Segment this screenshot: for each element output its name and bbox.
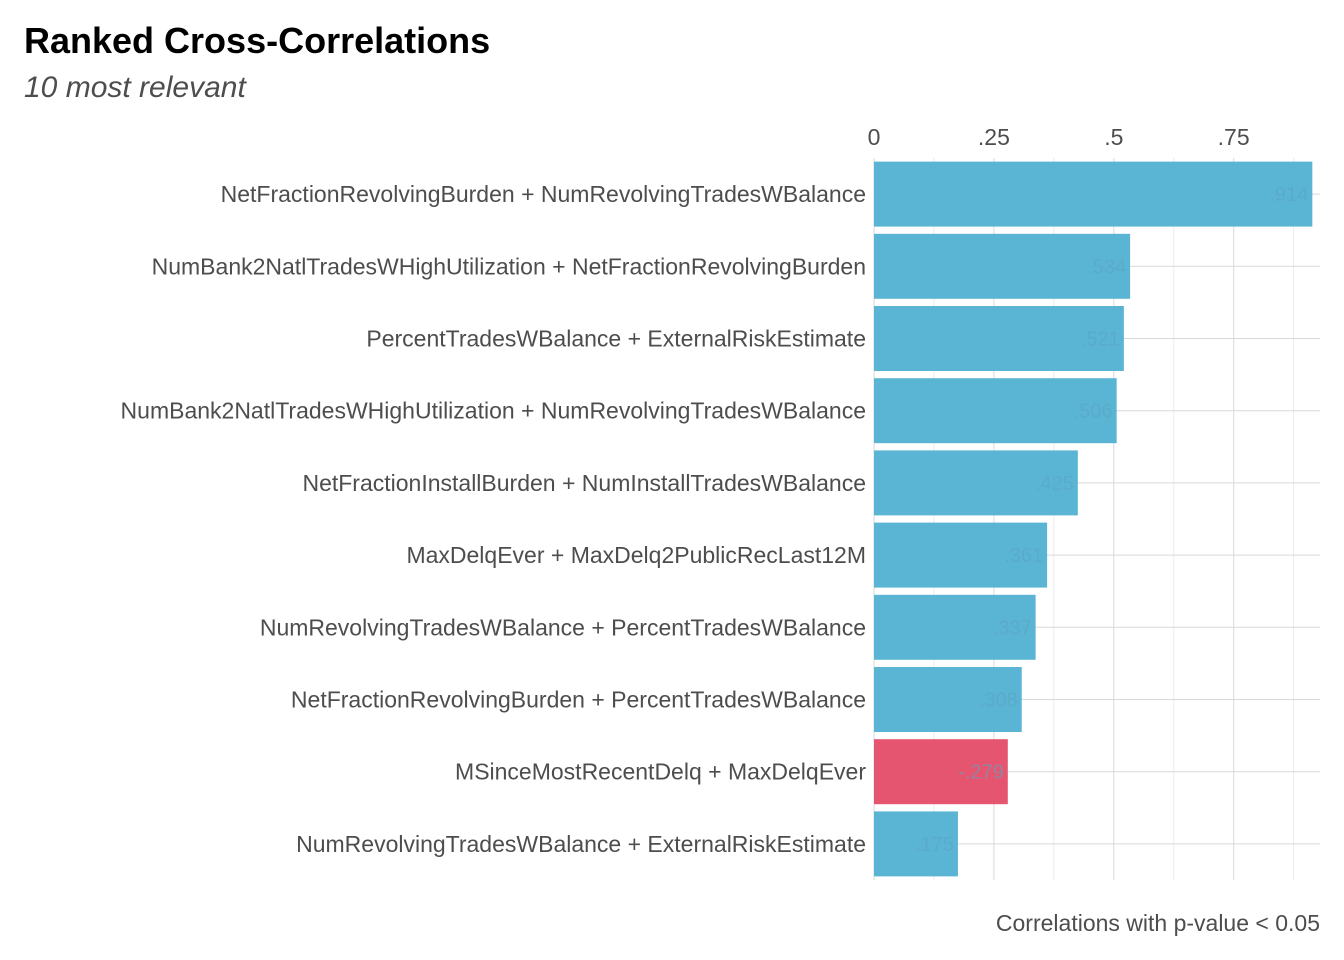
bar-value-label: .521 [1081,329,1120,351]
bar [874,739,1008,805]
bar [874,667,1022,732]
x-tick-label: .5 [1104,124,1123,150]
category-label: MSinceMostRecentDelq + MaxDelqEver [455,759,866,785]
category-label: NumRevolvingTradesWBalance + ExternalRis… [296,831,866,857]
bar [874,306,1124,371]
category-label: PercentTradesWBalance + ExternalRiskEsti… [366,326,866,352]
chart-title: Ranked Cross-Correlations [24,20,490,61]
category-label: NetFractionRevolvingBurden + PercentTrad… [291,687,866,713]
bar-value-label: .361 [1004,545,1043,567]
category-label: MaxDelqEver + MaxDelq2PublicRecLast12M [406,542,866,568]
bar-value-label: -.279 [958,762,1004,784]
x-tick-label: .25 [978,124,1010,150]
category-label: NetFractionInstallBurden + NumInstallTra… [302,470,866,496]
bar-value-label: .534 [1087,256,1126,278]
bar [874,522,1048,588]
bar-value-label: .506 [1074,401,1113,423]
bar [874,450,1078,516]
category-label: NumBank2NatlTradesWHighUtilization + Num… [121,398,866,424]
category-labels: NetFractionRevolvingBurden + NumRevolvin… [121,181,867,857]
bar-value-label: .175 [915,834,954,856]
x-tick-label: 0 [868,124,881,150]
bar [874,233,1131,299]
bar [874,811,958,877]
category-label: NetFractionRevolvingBurden + NumRevolvin… [221,181,866,207]
bar-value-label: .914 [1269,184,1308,206]
bar [874,161,1313,227]
category-label: NumBank2NatlTradesWHighUtilization + Net… [152,253,866,279]
chart-subtitle: 10 most relevant [24,71,247,104]
bar-value-label: .425 [1035,473,1074,495]
x-tick-label: .75 [1218,124,1250,150]
bar [874,594,1036,660]
bars: .914 .534 .521 .506 .425 .361 .337 .308 -.279 .17… [874,161,1313,877]
category-label: NumRevolvingTradesWBalance + PercentTrad… [260,614,866,640]
x-axis-ticks: 0 .25 .5 .75 [868,124,1250,150]
bar-value-label: .337 [993,617,1032,639]
bar [874,378,1117,444]
chart-caption: Correlations with p-value < 0.05 [996,910,1320,936]
bar-value-label: .308 [979,690,1018,712]
